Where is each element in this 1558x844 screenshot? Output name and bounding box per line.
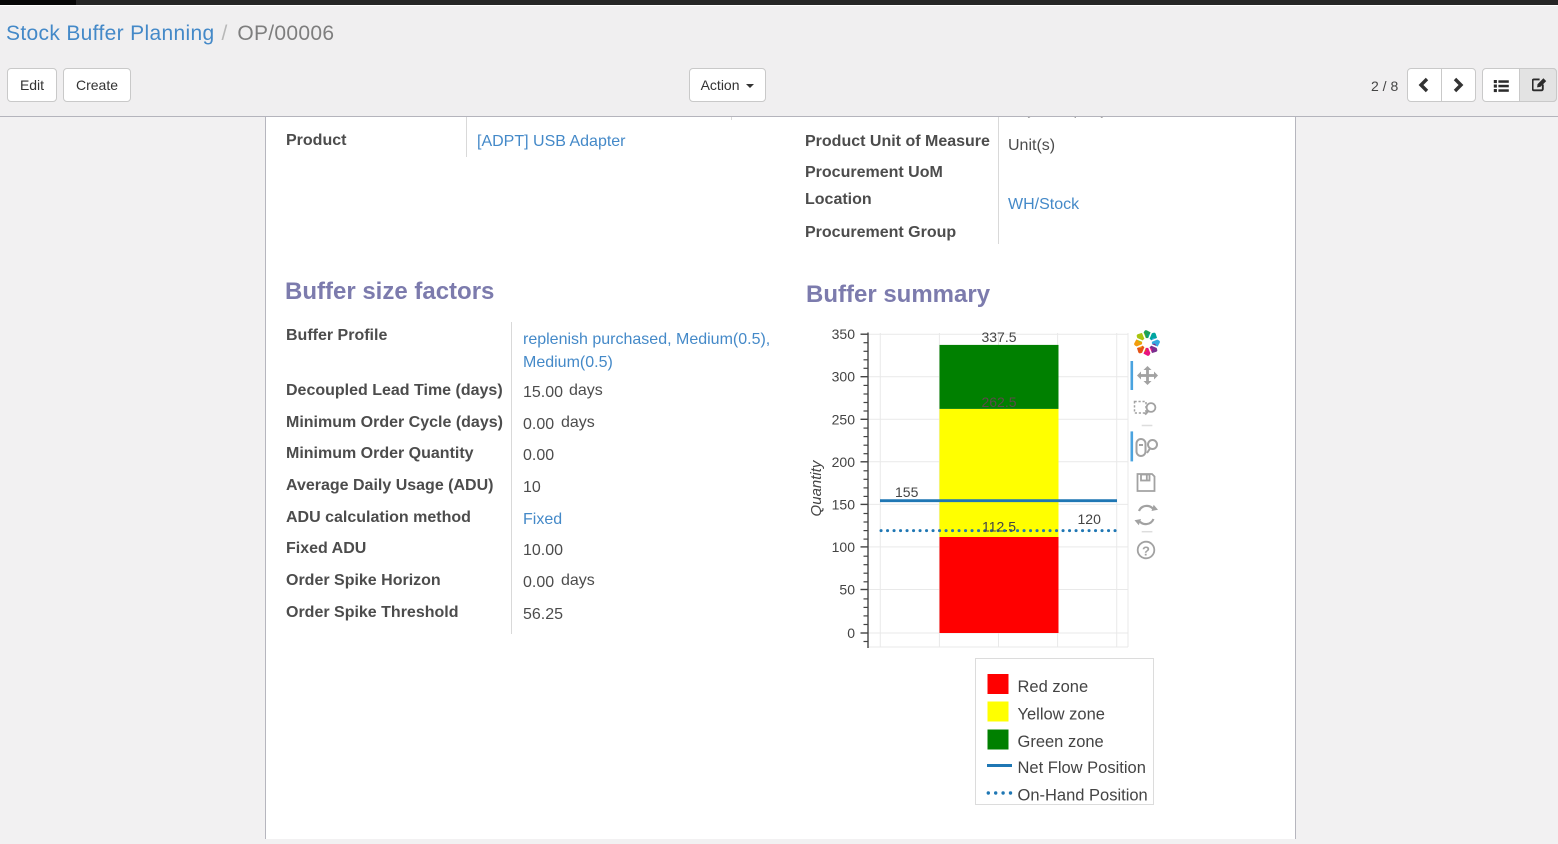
svg-text:337.5: 337.5 (981, 329, 1016, 345)
svg-text:200: 200 (832, 454, 856, 470)
svg-text:100: 100 (832, 539, 856, 555)
svg-text:Green zone: Green zone (1018, 733, 1104, 751)
svg-text:112.5: 112.5 (982, 519, 1016, 535)
svg-text:155: 155 (895, 484, 919, 500)
svg-text:150: 150 (832, 496, 856, 512)
svg-text:120: 120 (1078, 511, 1102, 527)
svg-text:262.5: 262.5 (981, 394, 1016, 410)
svg-text:350: 350 (832, 326, 856, 342)
svg-text:Red zone: Red zone (1018, 678, 1089, 696)
svg-text:Net Flow Position: Net Flow Position (1018, 759, 1146, 777)
svg-text:0: 0 (847, 625, 855, 641)
svg-text:?: ? (1142, 544, 1150, 559)
svg-text:On-Hand Position: On-Hand Position (1018, 787, 1148, 805)
svg-text:Yellow zone: Yellow zone (1018, 706, 1105, 724)
svg-text:250: 250 (832, 411, 856, 427)
svg-text:50: 50 (839, 582, 855, 598)
svg-text:Quantity: Quantity (808, 459, 825, 516)
svg-text:300: 300 (832, 369, 856, 385)
